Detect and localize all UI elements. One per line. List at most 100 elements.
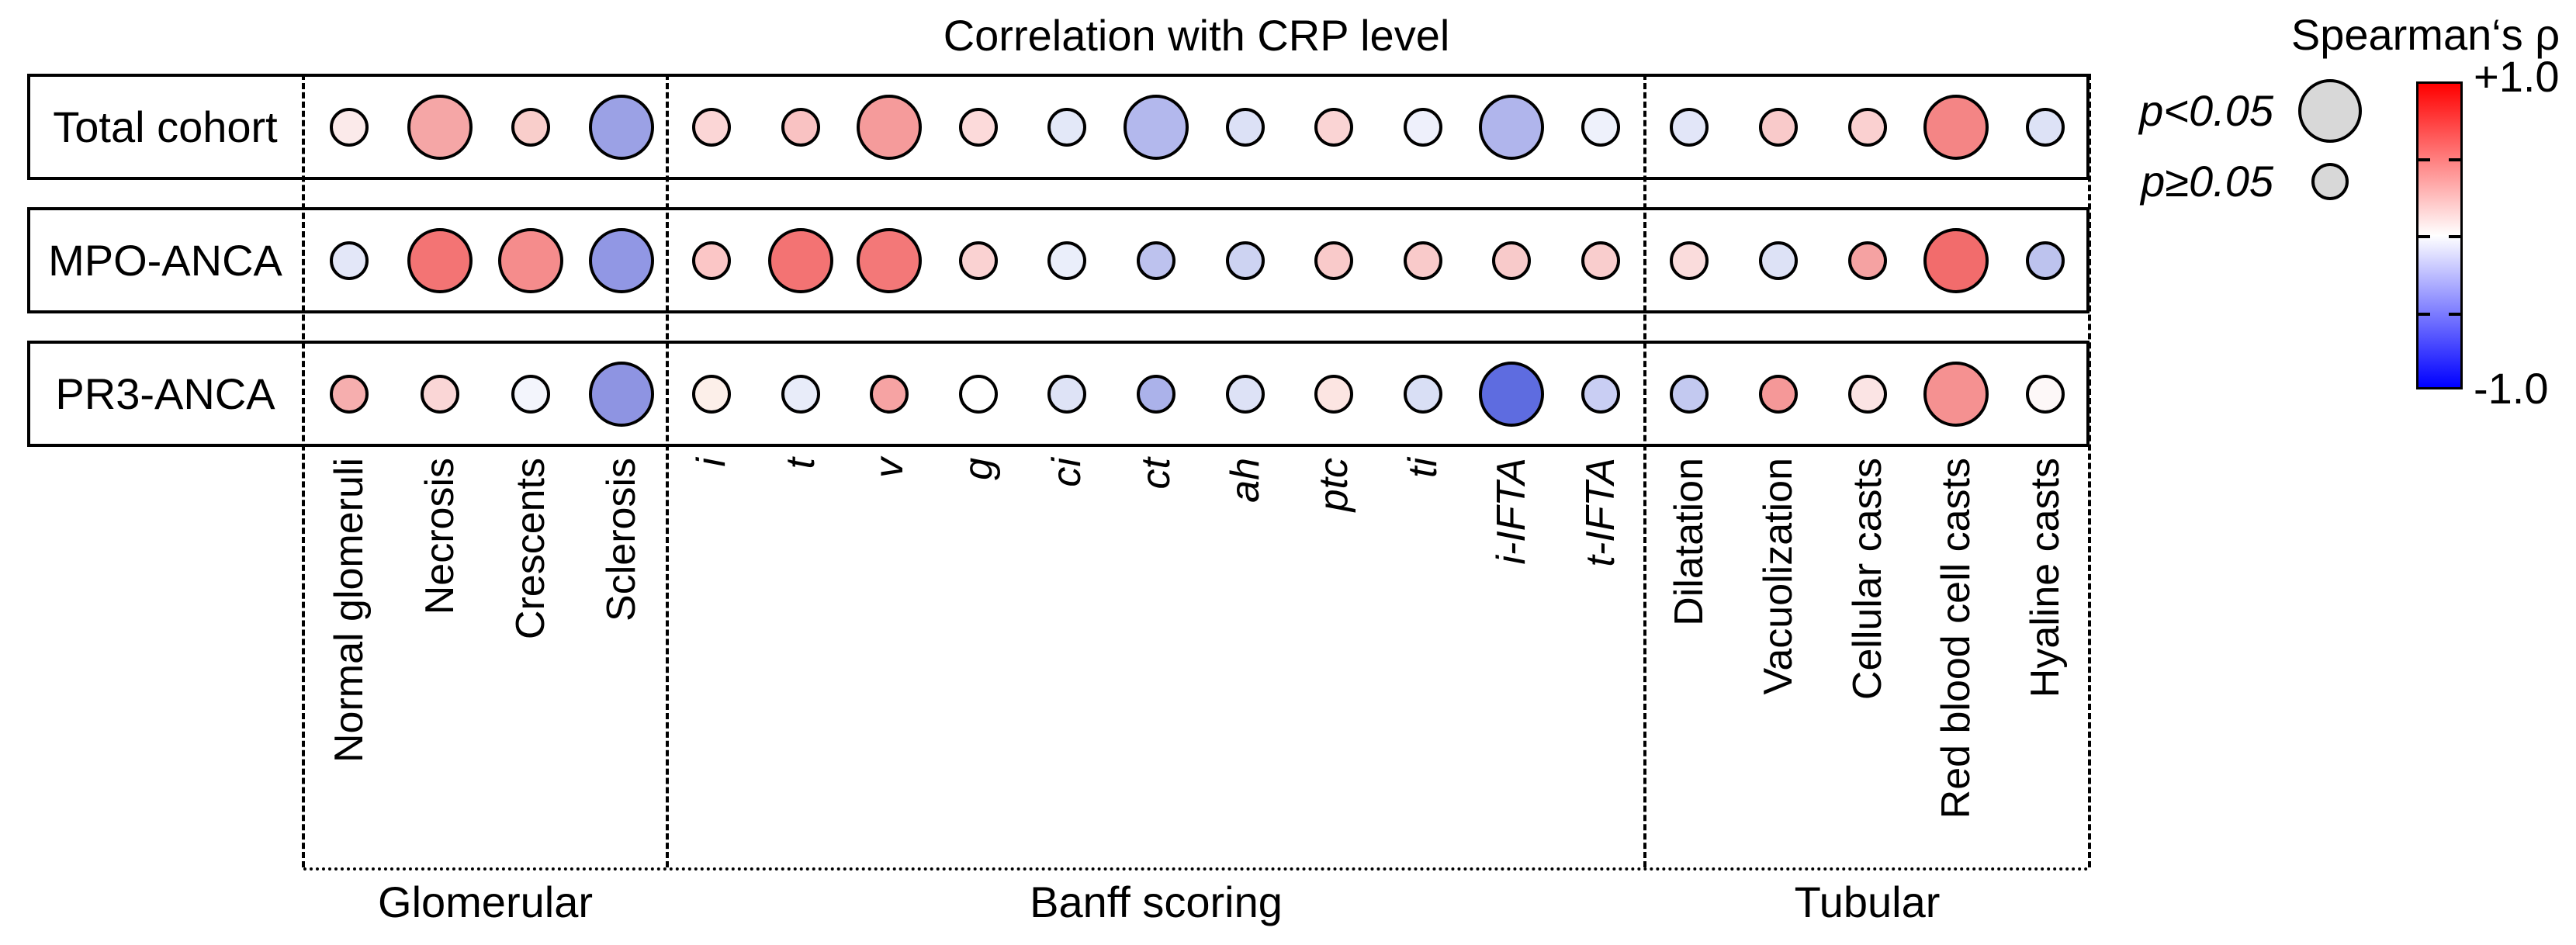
correlation-bubble [767,227,833,293]
correlation-bubble [1758,107,1798,147]
correlation-bubble [1581,107,1620,147]
legend-colorbar [2416,81,2463,389]
correlation-bubble [781,107,820,147]
column-label-text: Hyaline casts [2022,458,2068,698]
column-label-text: t [777,458,823,469]
cohort-row-box [27,74,2090,180]
group-divider-dashed-line [1643,74,1646,867]
correlation-bubble [407,94,473,160]
cohort-row-box [27,341,2090,447]
correlation-bubble [958,107,998,147]
colorbar-min-label: -1.0 [2474,364,2549,413]
label-area-bottom-dotted-line [303,867,2090,871]
correlation-bubble [1225,107,1265,147]
correlation-bubble [498,227,564,293]
column-label-text: v [867,458,912,478]
legend-title: Spearman‘s ρ [2290,10,2560,59]
correlation-bubble [1758,374,1798,414]
correlation-bubble [1479,361,1545,427]
legend-size-circle [2311,163,2349,200]
group-divider-dashed-line [302,74,305,867]
correlation-bubble [1047,107,1087,147]
column-label-text: i-IFTA [1489,458,1535,565]
correlation-bubble [870,374,909,414]
column-label-text: Vacuolization [1755,458,1801,695]
correlation-bubble [1923,361,1989,427]
correlation-bubble [1314,374,1354,414]
colorbar-tick [2449,235,2460,238]
correlation-bubble [1670,374,1709,414]
cohort-row-box [27,207,2090,313]
correlation-bubble [2025,107,2065,147]
correlation-bubble [1670,107,1709,147]
correlation-bubble [1581,374,1620,414]
row-label: PR3-ANCA [55,369,275,418]
colorbar-tick [2449,158,2460,161]
column-label-text: Sclerosis [599,458,645,621]
colorbar-tick [2418,235,2430,238]
group-divider-dashed-line [666,74,669,867]
correlation-bubble [1225,374,1265,414]
column-label-text: Cellular casts [1844,458,1890,701]
legend-p-label: p<0.05 [2139,86,2273,135]
correlation-bubble [407,227,473,293]
correlation-bubble [1847,374,1887,414]
legend-p-label: p≥0.05 [2141,157,2273,206]
correlation-bubble [1225,241,1265,280]
correlation-bubble [692,107,732,147]
correlation-bubble [857,94,923,160]
correlation-bubble [857,227,923,293]
correlation-bubble [692,241,732,280]
column-group-label: Tubular [1794,878,1941,926]
column-label-text: ptc [1311,458,1357,512]
colorbar-tick [2418,158,2430,161]
correlation-bubble [1314,241,1354,280]
correlation-bubble [1047,241,1087,280]
column-label-text: ti [1400,458,1446,478]
group-divider-dashed-line [2088,74,2091,867]
column-label-text: Red blood cell casts [1934,458,1979,819]
colorbar-tick [2418,313,2430,316]
correlation-bubble [2025,374,2065,414]
correlation-bubble [589,361,655,427]
column-label-text: g [955,458,1001,480]
correlation-bubble [1847,241,1887,280]
correlation-bubble [1479,94,1545,160]
correlation-bubble [511,107,551,147]
correlation-bubble [1923,94,1989,160]
correlation-bubble [1137,241,1175,280]
correlation-bubble [1314,107,1354,147]
correlation-bubble [1403,107,1442,147]
column-label-text: t-IFTA [1577,458,1623,567]
column-label-text: i [689,458,735,467]
column-label-text: Normal glomeruli [326,458,372,763]
column-label-text: Dilatation [1667,458,1712,626]
correlation-bubble [692,374,732,414]
column-label-text: Necrosis [417,458,462,615]
column-label-text: Crescents [508,458,554,640]
correlation-bubble [781,374,820,414]
correlation-bubble [958,374,998,414]
chart-title: Correlation with CRP level [943,11,1450,60]
correlation-bubble [1581,241,1620,280]
correlation-bubble [1403,374,1442,414]
correlation-bubble [1124,94,1189,160]
correlation-bubble [1847,107,1887,147]
correlation-bubble [958,241,998,280]
row-label: Total cohort [53,102,278,151]
correlation-bubble [1923,227,1989,293]
correlation-bubble [2025,241,2065,280]
column-group-label: Banff scoring [1030,878,1283,926]
column-group-label: Glomerular [378,878,593,926]
colorbar-tick [2449,313,2460,316]
column-label-text: ci [1044,458,1090,487]
row-label: MPO-ANCA [48,236,282,285]
correlation-bubble [329,241,369,280]
correlation-bubble [511,374,551,414]
correlation-bubble [1047,374,1087,414]
column-label-text: ct [1134,458,1179,490]
colorbar-max-label: +1.0 [2474,52,2560,101]
legend-size-circle [2298,79,2362,143]
correlation-bubble [1137,374,1175,414]
